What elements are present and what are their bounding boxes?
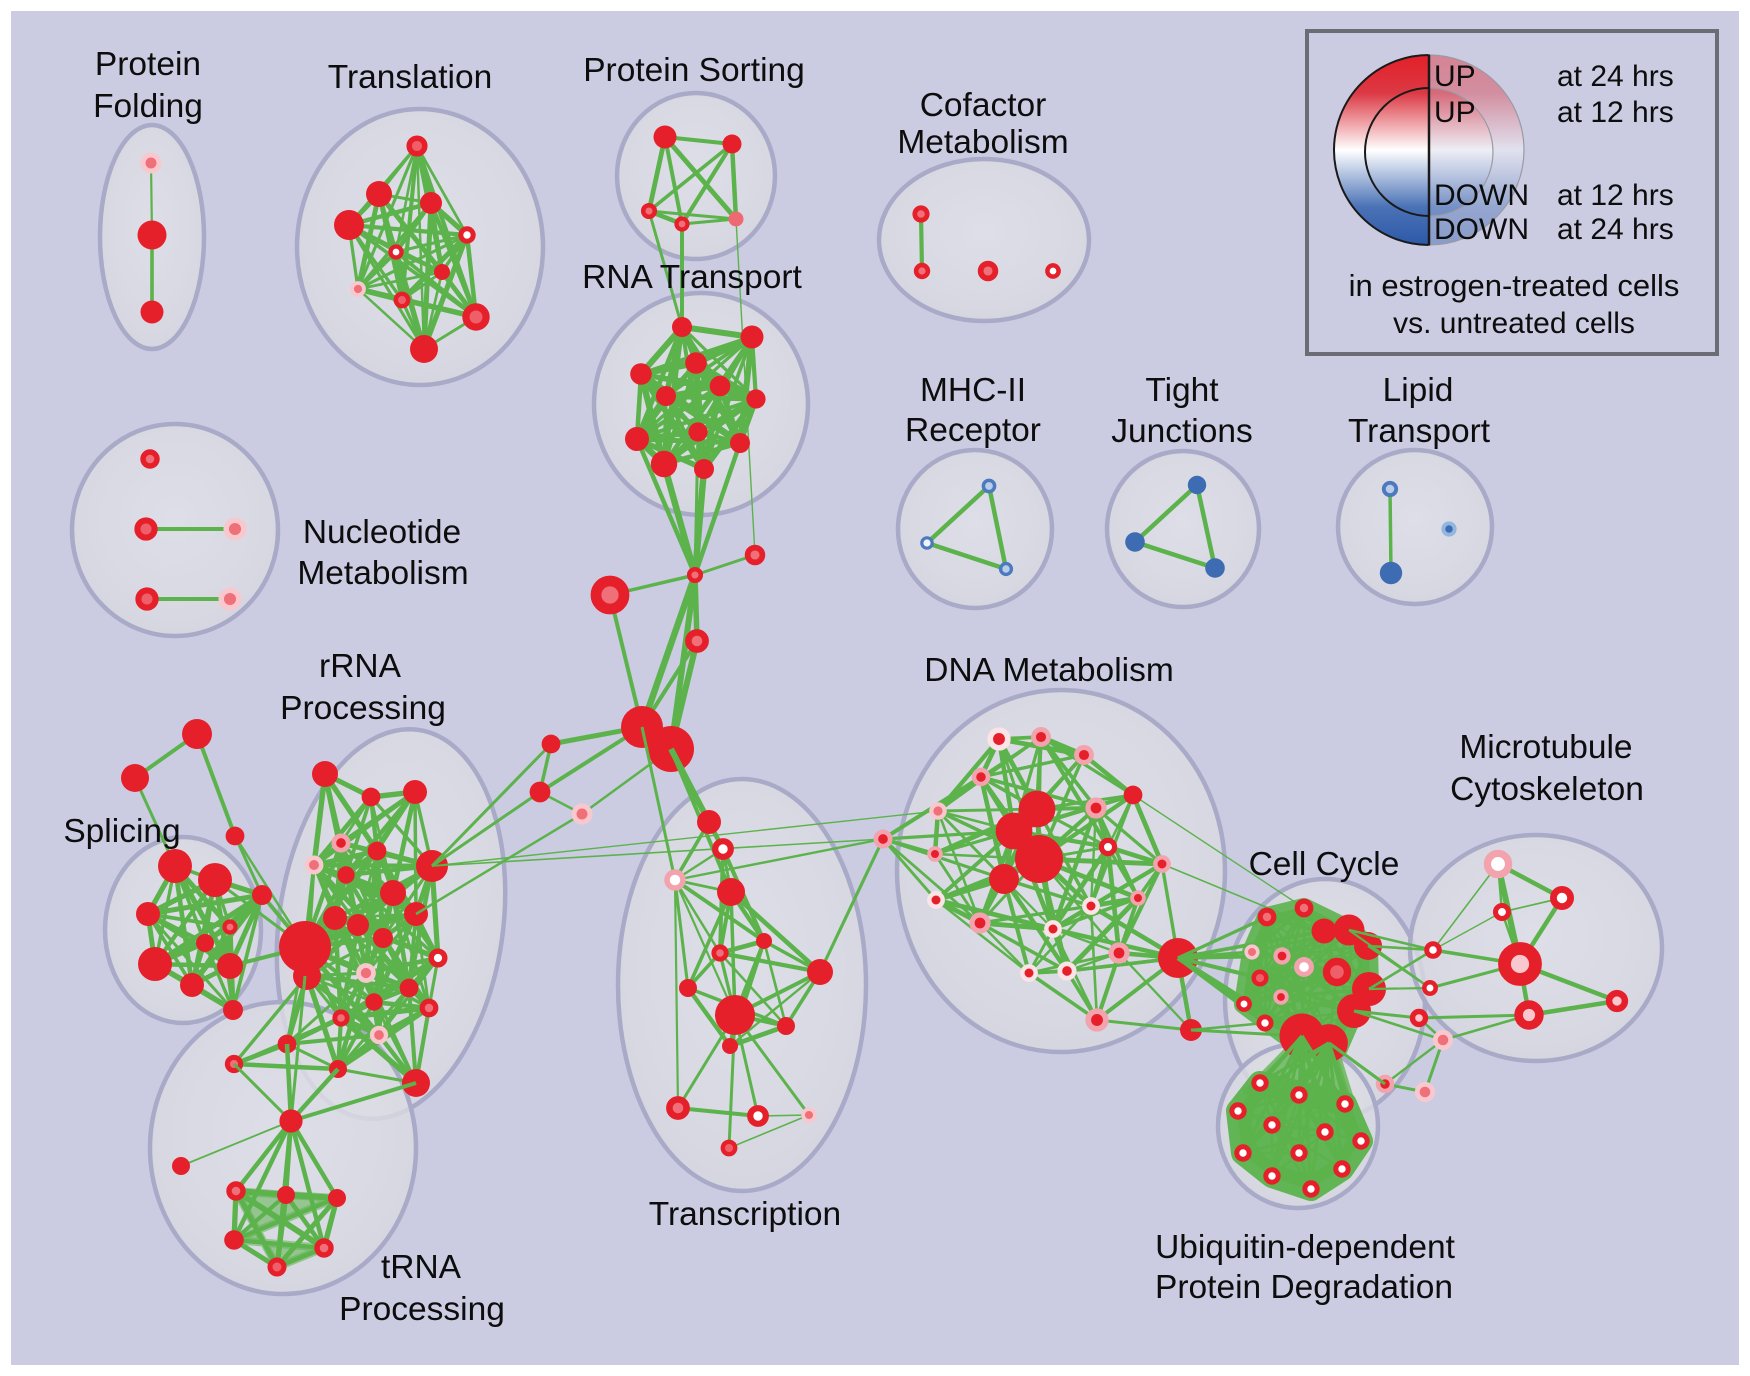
svg-text:DNA Metabolism: DNA Metabolism xyxy=(924,652,1173,689)
svg-text:Cofactor: Cofactor xyxy=(920,87,1047,124)
svg-text:RNA Transport: RNA Transport xyxy=(582,259,802,296)
svg-text:Cytoskeleton: Cytoskeleton xyxy=(1450,771,1644,808)
svg-text:at 24 hrs: at 24 hrs xyxy=(1557,213,1674,246)
svg-text:Lipid: Lipid xyxy=(1383,372,1454,409)
svg-text:Transcription: Transcription xyxy=(649,1196,841,1233)
svg-text:at 24 hrs: at 24 hrs xyxy=(1557,60,1674,93)
svg-text:Metabolism: Metabolism xyxy=(897,124,1068,161)
svg-text:Receptor: Receptor xyxy=(905,412,1041,449)
svg-text:Tight: Tight xyxy=(1145,372,1219,409)
svg-text:Protein Degradation: Protein Degradation xyxy=(1155,1269,1453,1306)
svg-text:Processing: Processing xyxy=(339,1291,505,1328)
svg-text:rRNA: rRNA xyxy=(319,648,402,685)
svg-text:Processing: Processing xyxy=(280,690,446,727)
svg-text:DOWN: DOWN xyxy=(1434,179,1529,212)
svg-text:Metabolism: Metabolism xyxy=(297,555,468,592)
svg-text:Splicing: Splicing xyxy=(63,813,180,850)
svg-text:UP: UP xyxy=(1434,96,1476,129)
svg-text:Junctions: Junctions xyxy=(1111,413,1253,450)
svg-text:in estrogen-treated cells: in estrogen-treated cells xyxy=(1349,268,1680,303)
svg-text:Protein Sorting: Protein Sorting xyxy=(583,52,805,89)
svg-text:UP: UP xyxy=(1434,60,1476,93)
svg-text:DOWN: DOWN xyxy=(1434,213,1529,246)
svg-text:at 12 hrs: at 12 hrs xyxy=(1557,96,1674,129)
svg-text:Microtubule: Microtubule xyxy=(1459,729,1632,766)
svg-text:Nucleotide: Nucleotide xyxy=(303,514,461,551)
svg-text:MHC-II: MHC-II xyxy=(920,372,1026,409)
svg-text:Folding: Folding xyxy=(93,88,203,125)
svg-text:Transport: Transport xyxy=(1348,413,1491,450)
svg-text:vs. untreated cells: vs. untreated cells xyxy=(1393,307,1635,340)
svg-text:Cell Cycle: Cell Cycle xyxy=(1249,846,1400,883)
svg-text:tRNA: tRNA xyxy=(381,1249,462,1286)
svg-text:at 12 hrs: at 12 hrs xyxy=(1557,179,1674,212)
svg-text:Translation: Translation xyxy=(328,59,492,96)
svg-text:Protein: Protein xyxy=(95,46,201,83)
svg-text:Ubiquitin-dependent: Ubiquitin-dependent xyxy=(1155,1229,1456,1266)
